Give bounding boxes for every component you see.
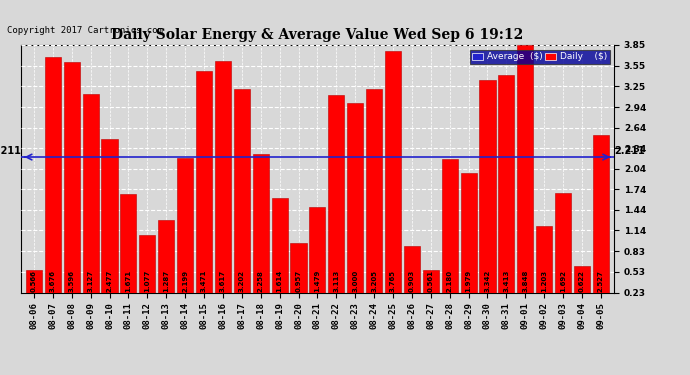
Text: 1.479: 1.479 bbox=[315, 270, 320, 292]
Bar bbox=[423, 270, 439, 292]
Text: 3.676: 3.676 bbox=[50, 270, 56, 292]
Text: 1.979: 1.979 bbox=[466, 270, 471, 292]
Bar bbox=[272, 198, 288, 292]
Text: 0.566: 0.566 bbox=[31, 270, 37, 292]
Bar bbox=[177, 158, 193, 292]
Bar bbox=[234, 89, 250, 292]
Bar bbox=[593, 135, 609, 292]
Text: 3.848: 3.848 bbox=[522, 270, 529, 292]
Legend: Average  ($), Daily    ($): Average ($), Daily ($) bbox=[470, 50, 609, 64]
Text: 2.199: 2.199 bbox=[182, 270, 188, 292]
Text: 3.113: 3.113 bbox=[333, 270, 339, 292]
Text: 1.077: 1.077 bbox=[144, 270, 150, 292]
Text: 3.413: 3.413 bbox=[504, 270, 509, 292]
Text: 3.471: 3.471 bbox=[201, 270, 207, 292]
Text: 2.258: 2.258 bbox=[257, 270, 264, 292]
Bar bbox=[120, 194, 137, 292]
Text: 3.765: 3.765 bbox=[390, 270, 396, 292]
Bar bbox=[442, 159, 457, 292]
Bar bbox=[385, 51, 401, 292]
Bar bbox=[309, 207, 326, 292]
Text: 1.287: 1.287 bbox=[164, 270, 169, 292]
Text: Copyright 2017 Cartronics.com: Copyright 2017 Cartronics.com bbox=[7, 26, 163, 35]
Text: 0.622: 0.622 bbox=[579, 270, 585, 292]
Text: 2.211: 2.211 bbox=[614, 146, 645, 156]
Text: 1.671: 1.671 bbox=[126, 270, 131, 292]
Text: 3.342: 3.342 bbox=[484, 270, 491, 292]
Bar bbox=[555, 192, 571, 292]
Text: 1.692: 1.692 bbox=[560, 270, 566, 292]
Text: 3.617: 3.617 bbox=[220, 270, 226, 292]
Bar bbox=[536, 226, 552, 292]
Text: 3.596: 3.596 bbox=[69, 270, 75, 292]
Text: 0.957: 0.957 bbox=[295, 270, 302, 292]
Bar bbox=[328, 95, 344, 292]
Bar bbox=[253, 154, 268, 292]
Bar bbox=[480, 80, 495, 292]
Text: 3.205: 3.205 bbox=[371, 270, 377, 292]
Text: 0.561: 0.561 bbox=[428, 270, 434, 292]
Text: 3.127: 3.127 bbox=[88, 270, 94, 292]
Bar bbox=[139, 235, 155, 292]
Text: 2.527: 2.527 bbox=[598, 270, 604, 292]
Bar bbox=[196, 71, 212, 292]
Title: Daily Solar Energy & Average Value Wed Sep 6 19:12: Daily Solar Energy & Average Value Wed S… bbox=[111, 28, 524, 42]
Text: 1.203: 1.203 bbox=[541, 270, 547, 292]
Bar bbox=[366, 89, 382, 292]
Text: 3.000: 3.000 bbox=[352, 270, 358, 292]
Bar bbox=[45, 57, 61, 292]
Bar bbox=[83, 94, 99, 292]
Text: +2.211: +2.211 bbox=[0, 146, 21, 156]
Bar bbox=[574, 266, 590, 292]
Text: 2.180: 2.180 bbox=[446, 270, 453, 292]
Bar bbox=[101, 139, 117, 292]
Text: 0.903: 0.903 bbox=[409, 270, 415, 292]
Text: 1.614: 1.614 bbox=[277, 270, 283, 292]
Bar bbox=[63, 62, 80, 292]
Bar bbox=[158, 220, 175, 292]
Bar bbox=[26, 270, 42, 292]
Text: 3.202: 3.202 bbox=[239, 270, 245, 292]
Bar bbox=[404, 246, 420, 292]
Bar bbox=[290, 243, 306, 292]
Bar bbox=[518, 45, 533, 292]
Bar bbox=[215, 61, 231, 292]
Bar bbox=[347, 103, 363, 292]
Bar bbox=[498, 75, 515, 292]
Text: 2.477: 2.477 bbox=[106, 270, 112, 292]
Bar bbox=[460, 173, 477, 292]
